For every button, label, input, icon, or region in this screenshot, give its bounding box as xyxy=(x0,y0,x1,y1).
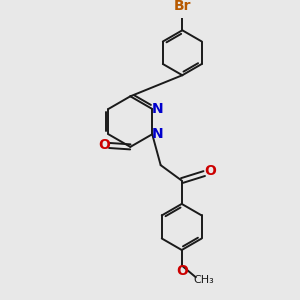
Text: N: N xyxy=(152,127,163,141)
Text: CH₃: CH₃ xyxy=(194,275,214,285)
Text: O: O xyxy=(176,263,188,278)
Text: Br: Br xyxy=(174,0,191,14)
Text: O: O xyxy=(204,164,216,178)
Text: O: O xyxy=(98,139,110,152)
Text: N: N xyxy=(152,102,163,116)
